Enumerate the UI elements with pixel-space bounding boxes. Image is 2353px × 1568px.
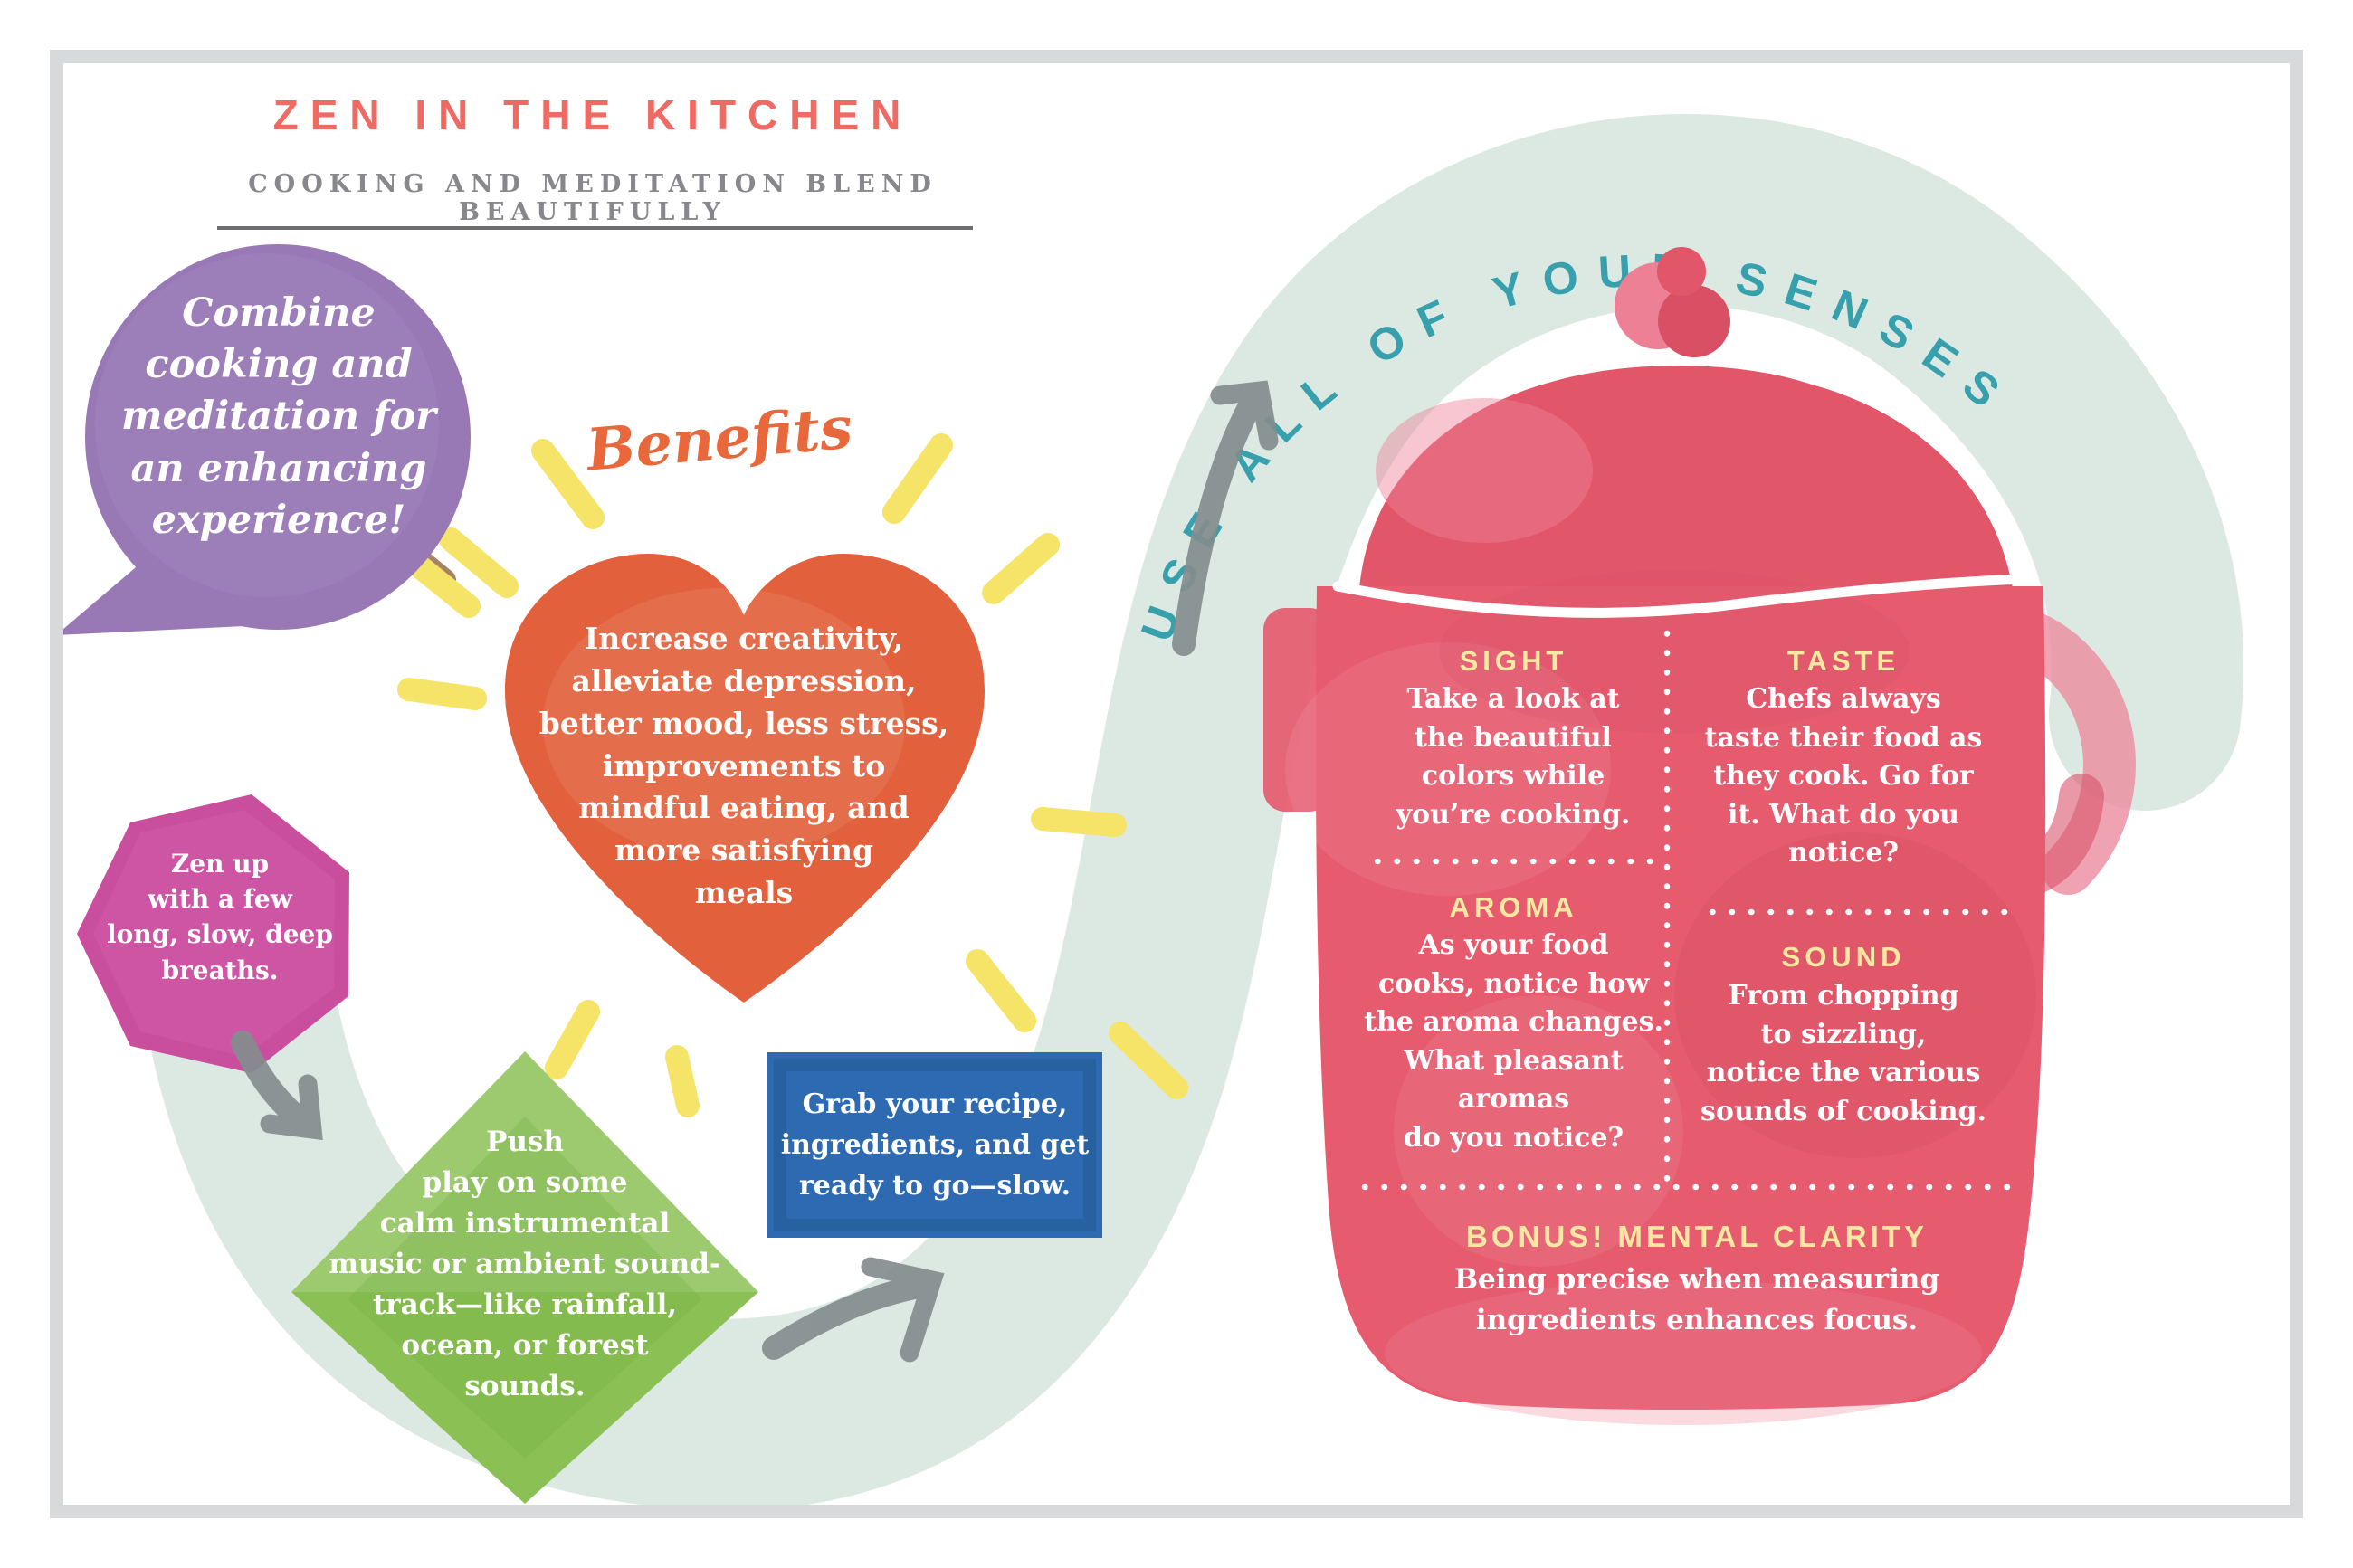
- page-title: ZEN IN THE KITCHEN: [272, 91, 913, 138]
- sound-heading: SOUND: [1781, 941, 1906, 973]
- arrow-down-right-head: [260, 1074, 323, 1141]
- arrow-up-icon: [1172, 391, 1263, 656]
- pot-body: [1315, 586, 2046, 1410]
- sight-text: Take a look at the beautiful colors whil…: [1396, 683, 1631, 831]
- aroma-heading: AROMA: [1449, 891, 1578, 923]
- sun-ray: [1109, 1022, 1188, 1099]
- taste-heading: TASTE: [1786, 645, 1900, 677]
- pot-lid: [1359, 366, 2013, 588]
- sun-ray: [397, 678, 487, 710]
- bonus-heading: BONUS! MENTAL CLARITY: [1466, 1220, 1928, 1253]
- sun-ray: [982, 533, 1060, 604]
- sun-ray: [439, 527, 519, 598]
- sun-ray: [882, 433, 953, 524]
- heart-benefits-text: Increase creativity, alleviate depressio…: [538, 621, 949, 911]
- sight-heading: SIGHT: [1459, 645, 1568, 677]
- pot-lid-line: [1332, 574, 2030, 618]
- recipe-step-text: Grab your recipe, ingredients, and get r…: [780, 1088, 1090, 1202]
- pot-shape: [1263, 247, 2136, 1425]
- arrow-right-head: [861, 1257, 945, 1363]
- pot-knob-shade: [1658, 285, 1730, 357]
- speech-bubble-shape: [56, 244, 471, 635]
- speech-bubble-text: Combine cooking and meditation for an en…: [121, 290, 436, 543]
- sound-text: From chopping to sizzling, notice the va…: [1700, 980, 1986, 1127]
- pot-texture: [1285, 642, 1611, 896]
- header-divider: [217, 226, 973, 230]
- pot-lid-highlight: [1376, 398, 1593, 543]
- pot-texture: [1394, 995, 1683, 1267]
- music-step-text: Push play on some calm instrumental musi…: [329, 1126, 721, 1402]
- arrows: [231, 380, 1279, 1363]
- recipe-box-shape: [767, 1052, 1102, 1238]
- arrow-right-icon: [762, 1275, 930, 1360]
- taste-text: Chefs always taste their food as they co…: [1704, 683, 1983, 870]
- breathe-step-text: Zen up with a few long, slow, deep breat…: [107, 849, 333, 985]
- sun-ray: [545, 1000, 600, 1079]
- aroma-text: As your food cooks, notice how the aroma…: [1364, 929, 1663, 1154]
- pot-knob-top: [1657, 247, 1706, 296]
- sun-ray: [966, 949, 1036, 1032]
- sun-ray: [1031, 807, 1127, 837]
- heart-shape: [505, 554, 985, 1003]
- pot-texture: [1385, 1280, 1982, 1425]
- diamond-shape: [291, 1051, 758, 1504]
- page-subtitle: COOKING AND MEDITATION BLEND BEAUTIFULLY: [248, 170, 938, 226]
- arrow-up-head: [1210, 380, 1279, 451]
- sun-ray: [531, 439, 605, 529]
- sun-ray: [665, 1045, 700, 1117]
- pot-left-handle: [1263, 608, 1331, 812]
- bonus-text: Being precise when measuring ingredients…: [1453, 1263, 1940, 1336]
- heptagon-shape: [77, 794, 349, 1073]
- page-frame: [50, 50, 2303, 1518]
